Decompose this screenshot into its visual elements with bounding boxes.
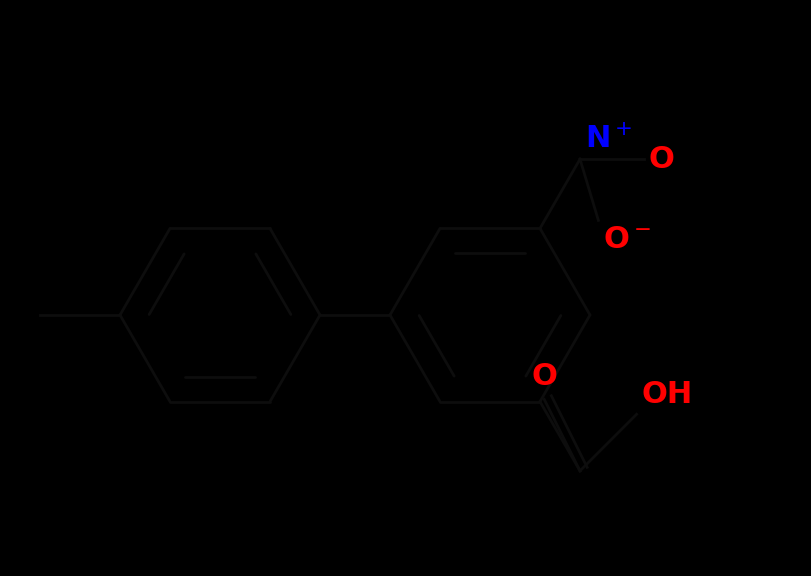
Text: O: O xyxy=(648,145,674,173)
Text: O: O xyxy=(530,362,556,391)
Text: O$^-$: O$^-$ xyxy=(603,225,650,255)
Text: N$^+$: N$^+$ xyxy=(584,125,632,154)
Text: OH: OH xyxy=(641,380,692,410)
